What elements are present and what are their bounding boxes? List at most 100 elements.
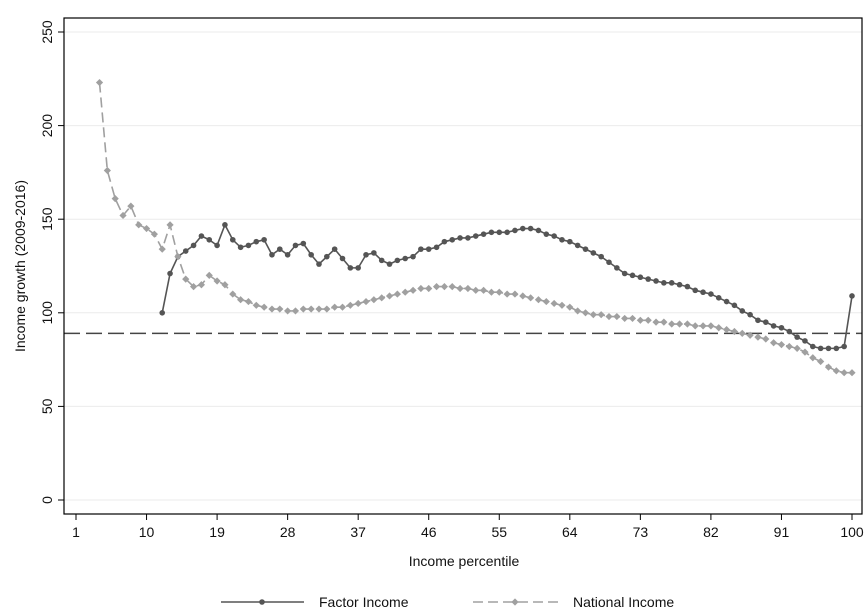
point-factor-income-78	[676, 281, 683, 288]
point-factor-income-34	[331, 246, 338, 252]
legend-item-national-income: National Income	[473, 594, 674, 610]
point-factor-income-26	[269, 251, 275, 258]
point-factor-income-62	[551, 233, 557, 239]
point-national-income-28	[284, 307, 292, 315]
point-national-income-96	[817, 357, 825, 366]
point-national-income-4	[95, 78, 104, 87]
point-factor-income-19	[214, 242, 220, 249]
point-factor-income-47	[433, 244, 440, 251]
point-factor-income-95	[810, 343, 816, 350]
point-factor-income-13	[167, 270, 173, 277]
point-national-income-88	[754, 333, 762, 341]
point-factor-income-32	[316, 261, 322, 267]
point-national-income-87	[746, 331, 754, 339]
series-line-factor-income	[161, 222, 853, 350]
point-national-income-37	[354, 299, 362, 308]
x-tick-label-82: 82	[703, 524, 719, 540]
point-factor-income-80	[692, 287, 699, 294]
point-factor-income-90	[770, 323, 777, 329]
point-national-income-91	[777, 341, 786, 349]
point-national-income-10	[142, 224, 151, 233]
point-factor-income-27	[276, 246, 283, 252]
point-national-income-48	[440, 282, 449, 291]
point-factor-income-45	[418, 246, 424, 252]
point-factor-income-94	[802, 338, 808, 344]
point-national-income-82	[707, 322, 715, 330]
point-factor-income-31	[308, 251, 314, 258]
x-tick-label-46: 46	[421, 524, 437, 540]
point-national-income-14	[174, 253, 182, 261]
point-factor-income-46	[425, 246, 432, 252]
point-national-income-45	[417, 284, 425, 293]
point-factor-income-72	[629, 272, 636, 279]
point-factor-income-33	[324, 253, 330, 260]
point-factor-income-23	[245, 242, 252, 249]
point-factor-income-53	[480, 231, 487, 237]
point-national-income-99	[840, 369, 848, 377]
point-national-income-64	[566, 303, 574, 311]
point-factor-income-57	[512, 227, 518, 234]
point-national-income-5	[103, 166, 111, 175]
point-factor-income-40	[378, 257, 385, 264]
y-tick-label-200: 200	[39, 114, 55, 138]
point-national-income-38	[362, 297, 370, 306]
x-tick-label-28: 28	[280, 524, 296, 540]
point-factor-income-92	[786, 328, 793, 335]
point-national-income-8	[127, 202, 135, 210]
point-factor-income-91	[778, 324, 785, 331]
point-factor-income-39	[371, 250, 377, 256]
point-factor-income-25	[261, 236, 267, 243]
point-national-income-27	[276, 305, 284, 313]
point-national-income-35	[338, 303, 347, 311]
point-factor-income-84	[723, 298, 730, 305]
point-factor-income-35	[339, 255, 346, 262]
point-national-income-25	[260, 303, 268, 311]
point-factor-income-49	[449, 236, 456, 243]
point-national-income-75	[652, 318, 660, 326]
point-national-income-81	[699, 322, 707, 330]
point-factor-income-81	[700, 289, 706, 296]
point-factor-income-77	[668, 280, 675, 286]
point-national-income-54	[487, 288, 496, 296]
point-national-income-33	[323, 305, 331, 313]
point-national-income-24	[252, 301, 260, 309]
point-factor-income-21	[229, 236, 236, 243]
point-factor-income-50	[457, 235, 463, 241]
point-factor-income-64	[567, 238, 573, 245]
point-national-income-97	[824, 363, 833, 371]
x-tick-label-91: 91	[774, 524, 790, 540]
point-national-income-77	[668, 320, 676, 328]
point-factor-income-82	[708, 291, 714, 297]
point-factor-income-28	[284, 251, 291, 258]
point-factor-income-22	[237, 244, 244, 251]
point-national-income-22	[237, 296, 245, 304]
point-national-income-12	[158, 245, 166, 253]
point-factor-income-18	[206, 236, 213, 243]
point-national-income-11	[150, 230, 158, 238]
point-factor-income-58	[519, 225, 526, 232]
point-factor-income-67	[590, 250, 597, 256]
point-factor-income-68	[598, 253, 604, 260]
point-national-income-85	[730, 327, 739, 336]
point-national-income-90	[770, 339, 778, 347]
point-factor-income-37	[355, 265, 361, 271]
point-national-income-36	[346, 301, 354, 309]
point-national-income-13	[166, 221, 174, 229]
point-factor-income-60	[535, 227, 542, 234]
point-national-income-72	[628, 314, 637, 323]
point-factor-income-15	[182, 248, 189, 254]
point-factor-income-99	[841, 343, 847, 350]
point-national-income-20	[221, 281, 229, 289]
series-national-income	[95, 78, 856, 377]
point-factor-income-76	[661, 280, 667, 286]
point-national-income-6	[111, 195, 119, 203]
point-national-income-80	[691, 322, 699, 330]
legend-marker-national-income	[511, 598, 519, 606]
point-factor-income-56	[504, 229, 510, 236]
point-factor-income-44	[410, 253, 416, 260]
legend: Factor Income National Income	[221, 594, 674, 610]
point-national-income-93	[793, 344, 801, 352]
point-national-income-42	[393, 290, 401, 298]
point-national-income-56	[503, 290, 511, 298]
point-factor-income-48	[441, 238, 448, 245]
